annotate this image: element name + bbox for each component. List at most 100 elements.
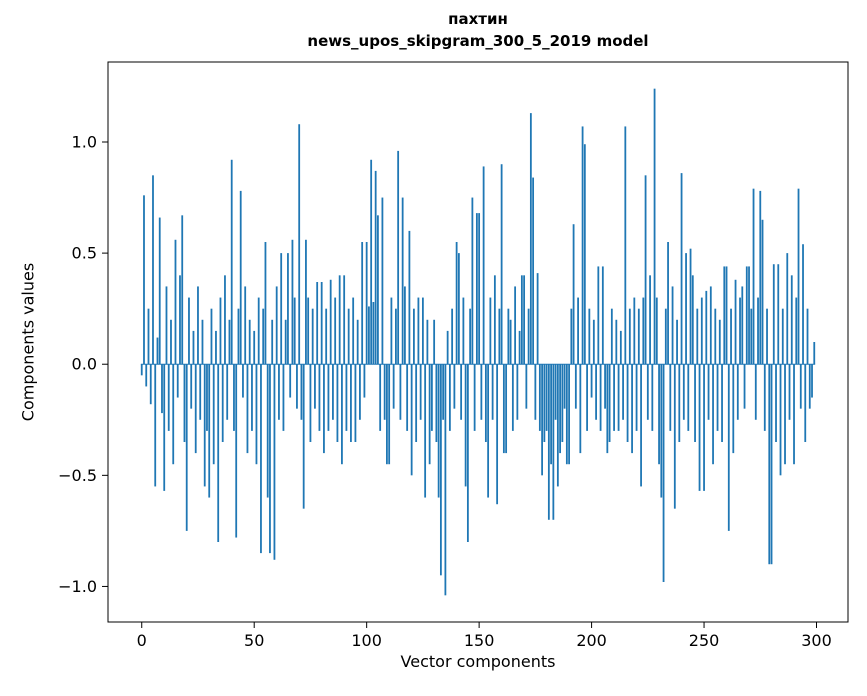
bar: [464, 364, 467, 487]
bar: [606, 364, 609, 454]
bar: [392, 364, 395, 409]
bar: [152, 175, 154, 365]
bar: [775, 364, 777, 442]
bar: [804, 364, 807, 442]
bar: [547, 364, 550, 520]
bar: [386, 364, 388, 465]
bar: [460, 364, 463, 420]
bar: [604, 364, 606, 409]
bar: [354, 364, 357, 442]
bar: [300, 364, 303, 420]
y-tick-label: −1.0: [58, 577, 97, 596]
chart-title: пахтин: [448, 10, 508, 28]
bar: [329, 279, 332, 365]
x-tick-label: 100: [351, 631, 382, 650]
bar: [698, 364, 701, 491]
x-tick-label: 200: [576, 631, 607, 650]
bar: [305, 239, 307, 365]
bar: [325, 308, 328, 365]
bar: [332, 364, 334, 420]
bar: [323, 364, 325, 454]
bar: [570, 308, 573, 365]
bar: [730, 308, 732, 365]
bar: [572, 224, 575, 365]
bar: [212, 364, 215, 465]
bar: [682, 364, 685, 420]
bar: [716, 364, 719, 431]
bar: [158, 217, 161, 365]
bar: [520, 275, 523, 365]
bar: [473, 364, 476, 431]
x-tick-label: 50: [244, 631, 264, 650]
bar: [287, 253, 289, 365]
bar: [446, 330, 449, 365]
bar: [347, 308, 350, 365]
bar: [550, 364, 552, 465]
bar: [687, 364, 690, 431]
bar: [613, 364, 615, 431]
bar: [516, 364, 519, 420]
bar: [426, 319, 429, 365]
x-tick-label: 300: [801, 631, 832, 650]
bar: [451, 308, 454, 365]
bar: [777, 264, 780, 365]
bar: [667, 242, 669, 365]
bar: [772, 264, 775, 365]
bar: [435, 364, 438, 442]
bar: [163, 364, 166, 491]
bar: [194, 364, 197, 454]
bar: [543, 364, 546, 442]
y-tick-label: 0.0: [72, 355, 97, 374]
bar: [167, 364, 170, 431]
bar: [664, 308, 667, 365]
bar: [161, 364, 163, 414]
bar: [786, 253, 789, 365]
bar: [592, 319, 595, 365]
y-tick-label: 1.0: [72, 133, 97, 152]
bar: [707, 364, 710, 420]
bar: [554, 364, 557, 420]
bar: [779, 364, 782, 476]
bar: [496, 364, 499, 505]
bar: [673, 364, 676, 509]
bar: [255, 364, 258, 465]
bar: [289, 364, 292, 398]
bar: [271, 319, 274, 365]
bar: [341, 364, 343, 465]
bar: [201, 319, 204, 365]
bar: [372, 302, 375, 365]
bar: [745, 266, 748, 365]
bar: [419, 364, 422, 420]
bar: [401, 197, 404, 365]
bar: [345, 364, 348, 431]
bar: [599, 364, 602, 431]
bar: [649, 275, 651, 365]
bar: [462, 297, 465, 365]
bar: [752, 188, 755, 365]
bar: [556, 364, 559, 487]
bar: [203, 364, 206, 487]
bar: [381, 197, 384, 365]
bar: [421, 297, 424, 365]
bar: [156, 337, 159, 365]
bar: [763, 364, 766, 431]
bar: [523, 275, 526, 365]
bar: [655, 297, 658, 365]
bar: [712, 364, 714, 465]
bar: [574, 364, 577, 409]
bar: [437, 364, 440, 498]
bar: [577, 297, 579, 365]
bar: [617, 364, 620, 431]
bar: [493, 275, 496, 365]
bar: [795, 297, 798, 365]
bar: [691, 275, 694, 365]
bar: [316, 282, 319, 365]
bar: [739, 297, 741, 365]
bar: [365, 242, 368, 365]
bar: [757, 297, 759, 365]
bar: [433, 319, 436, 365]
bar: [480, 364, 483, 420]
bar: [734, 279, 737, 365]
bar: [338, 275, 341, 365]
